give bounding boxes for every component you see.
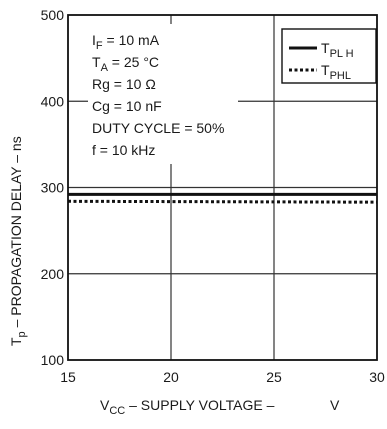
x-tick-label: 30 (369, 369, 385, 385)
legend-box (281, 28, 377, 84)
condition-line: Rg = 10 Ω (92, 76, 156, 92)
y-tick-label: 300 (41, 180, 65, 196)
x-tick-label: 15 (60, 369, 76, 385)
series-line-2 (67, 199, 378, 204)
condition-line: TA = 25 °C (92, 54, 159, 74)
x-axis-unit: V (330, 397, 340, 413)
legend-label-1: TPL H (321, 40, 354, 60)
y-axis-label: Tp – PROPAGATION DELAY – ns (8, 136, 28, 346)
x-axis-label: VCC – SUPPLY VOLTAGE – (100, 397, 275, 417)
condition-line: DUTY CYCLE = 50% (92, 120, 224, 136)
y-tick-label: 500 (41, 7, 65, 23)
x-tick-label: 20 (163, 369, 179, 385)
plot-frame (67, 14, 378, 361)
legend-label-2: TPHL (321, 62, 351, 82)
y-tick-label: 100 (41, 352, 65, 368)
condition-line: Cg = 10 nF (92, 98, 162, 114)
conditions-background (88, 24, 238, 164)
y-tick-label: 400 (41, 93, 65, 109)
condition-line: f = 10 kHz (92, 142, 155, 158)
y-tick-label: 200 (41, 266, 65, 282)
x-tick-label: 25 (266, 369, 282, 385)
condition-line: IF = 10 mA (92, 32, 160, 52)
